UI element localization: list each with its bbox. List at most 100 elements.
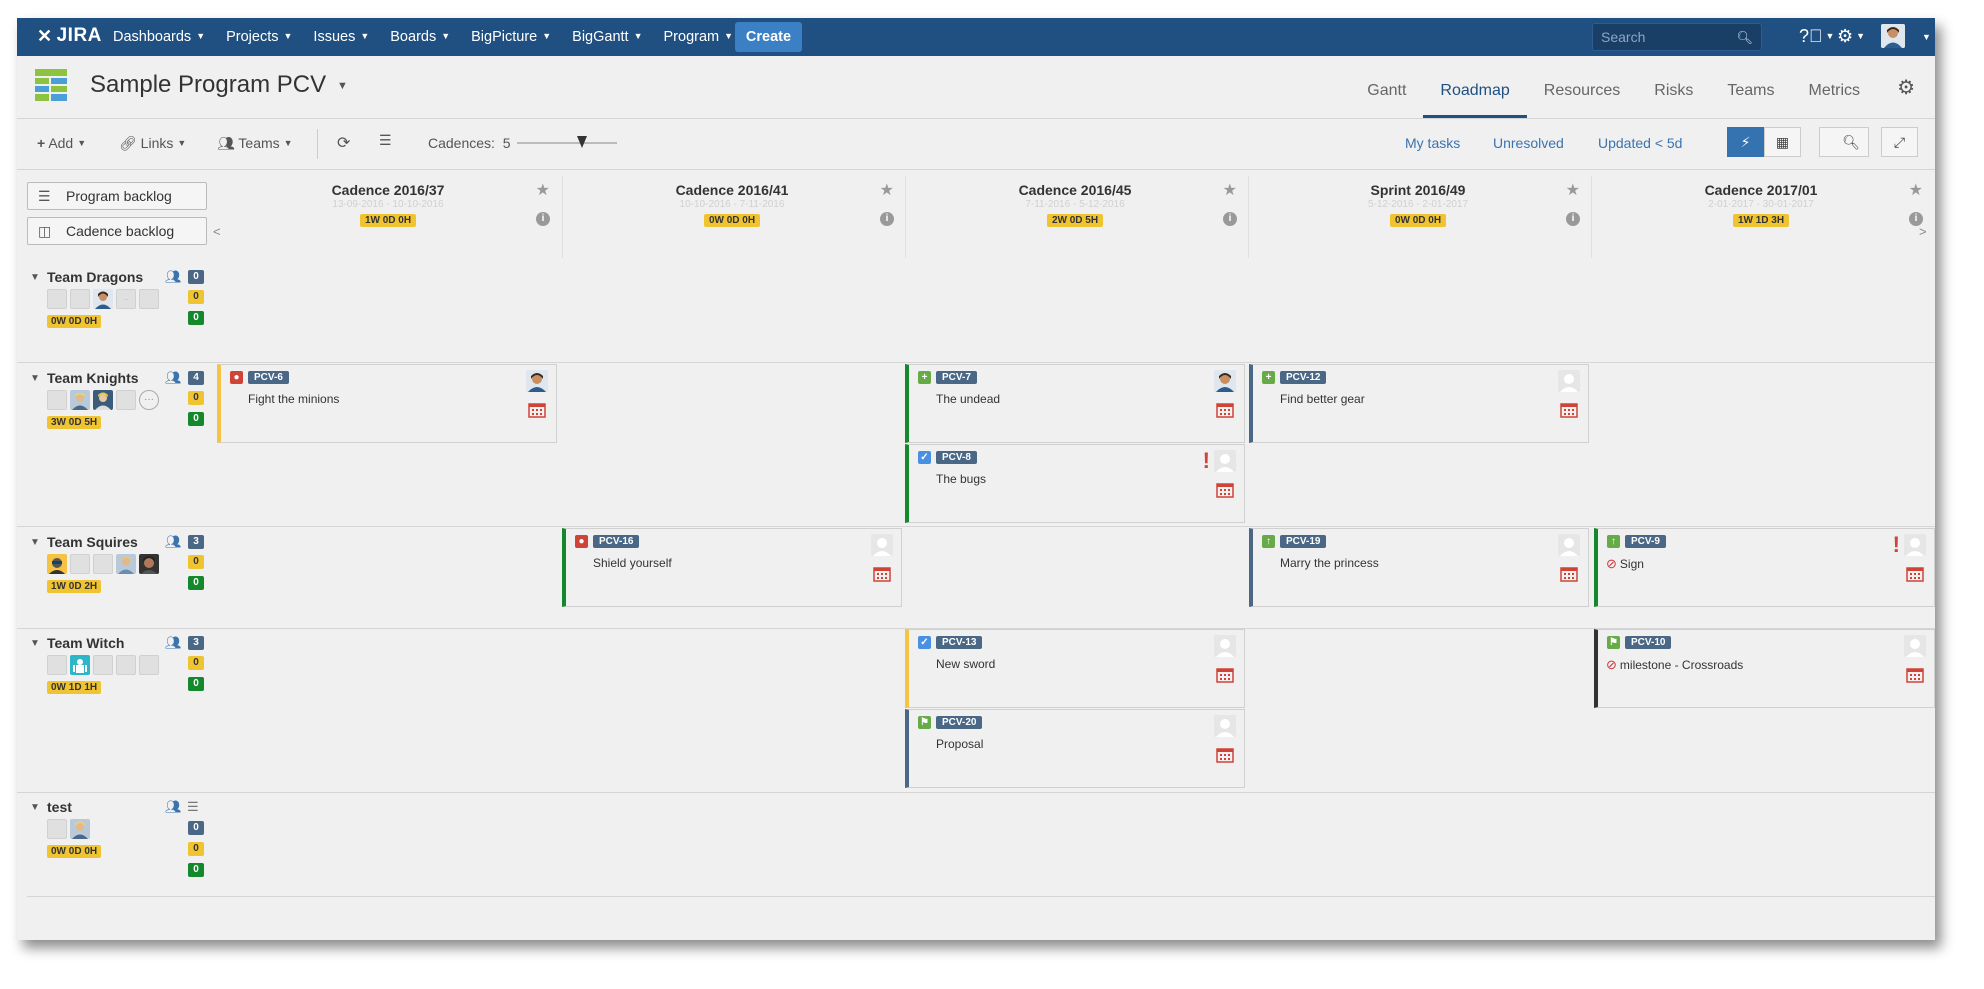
- menu-bigpicture[interactable]: BigPicture ▼: [471, 29, 551, 45]
- tab-teams[interactable]: Teams: [1727, 82, 1775, 99]
- issue-key[interactable]: PCV-10: [1625, 636, 1672, 649]
- star-icon[interactable]: ★: [879, 182, 894, 199]
- team-name[interactable]: Team Squires: [47, 534, 138, 550]
- star-icon[interactable]: ★: [535, 182, 550, 199]
- slider-handle[interactable]: [577, 136, 587, 148]
- assignee-avatar[interactable]: [1214, 450, 1236, 472]
- avatar[interactable]: [116, 554, 136, 574]
- team-members-icon[interactable]: 👥︎: [165, 269, 182, 284]
- issue-key[interactable]: PCV-8: [936, 451, 977, 464]
- tab-roadmap[interactable]: Roadmap: [1423, 82, 1527, 118]
- assignee-avatar[interactable]: [1214, 635, 1236, 657]
- star-icon[interactable]: ★: [1908, 182, 1923, 199]
- calendar-icon[interactable]: [1560, 402, 1578, 418]
- issue-key[interactable]: PCV-9: [1625, 535, 1666, 548]
- refresh-icon[interactable]: ⟳: [337, 135, 351, 152]
- filter-my-tasks[interactable]: My tasks: [1405, 135, 1461, 151]
- avatar[interactable]: [93, 554, 113, 574]
- assignee-avatar[interactable]: [526, 370, 548, 392]
- avatar[interactable]: [116, 655, 136, 675]
- avatar[interactable]: [47, 819, 67, 839]
- backlog-structure-icon[interactable]: ☰: [187, 799, 199, 814]
- collapse-icon[interactable]: ▼: [30, 537, 40, 548]
- team-name[interactable]: Team Witch: [47, 635, 125, 651]
- avatar[interactable]: [139, 554, 159, 574]
- avatar[interactable]: [70, 819, 90, 839]
- filter-updated[interactable]: Updated < 5d: [1598, 135, 1683, 151]
- star-icon[interactable]: ★: [1222, 182, 1237, 199]
- scroll-left-arrow[interactable]: <: [213, 224, 221, 239]
- info-icon[interactable]: i: [1909, 212, 1923, 226]
- assignee-avatar[interactable]: [1558, 534, 1580, 556]
- calendar-icon[interactable]: [873, 566, 891, 582]
- user-avatar[interactable]: [1881, 24, 1905, 48]
- team-members-icon[interactable]: 👥︎: [165, 370, 182, 385]
- scroll-right-arrow[interactable]: >: [1919, 224, 1927, 239]
- team-name[interactable]: test: [47, 799, 72, 815]
- menu-boards[interactable]: Boards ▼: [390, 29, 450, 45]
- team-members-icon[interactable]: 👥︎: [165, 635, 182, 650]
- avatar[interactable]: [70, 554, 90, 574]
- assignee-avatar[interactable]: [871, 534, 893, 556]
- assignee-avatar[interactable]: [1904, 534, 1926, 556]
- filter-unresolved[interactable]: Unresolved: [1493, 135, 1564, 151]
- info-icon[interactable]: i: [536, 212, 550, 226]
- cadences-slider[interactable]: [517, 136, 617, 148]
- collapse-icon[interactable]: ▼: [30, 638, 40, 649]
- star-icon[interactable]: ★: [1565, 182, 1580, 199]
- help-menu[interactable]: ?⃝ ▼: [1799, 26, 1834, 47]
- user-menu-caret[interactable]: ▼: [1919, 27, 1931, 48]
- collapse-icon[interactable]: ▼: [30, 272, 40, 283]
- avatar[interactable]: [70, 655, 90, 675]
- avatar[interactable]: [116, 390, 136, 410]
- calendar-icon[interactable]: [1216, 482, 1234, 498]
- team-members-icon[interactable]: 👥︎: [165, 799, 182, 814]
- avatar[interactable]: [47, 390, 67, 410]
- avatar[interactable]: [139, 289, 159, 309]
- menu-program[interactable]: Program ▼: [664, 29, 734, 45]
- assignee-avatar[interactable]: [1904, 635, 1926, 657]
- tab-gantt[interactable]: Gantt: [1367, 82, 1407, 99]
- issue-card[interactable]: ● PCV-6 Fight the minions: [217, 364, 557, 443]
- issue-key[interactable]: PCV-7: [936, 371, 977, 384]
- info-icon[interactable]: i: [1566, 212, 1580, 226]
- admin-menu[interactable]: ⚙ ▼: [1837, 26, 1865, 47]
- issue-card[interactable]: ↑ PCV-9 ⊘ Sign !: [1594, 528, 1935, 607]
- calendar-icon[interactable]: [1216, 747, 1234, 763]
- links-button[interactable]: 🔗︎ Links ▼: [119, 135, 186, 152]
- cadence-backlog-button[interactable]: ◫ Cadence backlog: [27, 217, 207, 245]
- fullscreen-button[interactable]: ⤢: [1881, 127, 1918, 157]
- menu-biggantt[interactable]: BigGantt ▼: [572, 29, 642, 45]
- issue-key[interactable]: PCV-6: [248, 371, 289, 384]
- calendar-icon[interactable]: [1560, 566, 1578, 582]
- calendar-icon[interactable]: [1216, 402, 1234, 418]
- menu-projects[interactable]: Projects ▼: [226, 29, 292, 45]
- issue-key[interactable]: PCV-13: [936, 636, 983, 649]
- avatar[interactable]: [93, 289, 113, 309]
- teams-button[interactable]: 👥︎ Teams ▼: [217, 135, 293, 152]
- compact-view-button[interactable]: ⚡︎: [1727, 127, 1764, 157]
- issue-key[interactable]: PCV-20: [936, 716, 983, 729]
- avatar[interactable]: [139, 655, 159, 675]
- tab-metrics[interactable]: Metrics: [1808, 82, 1861, 99]
- avatar[interactable]: ···: [116, 289, 136, 309]
- avatar[interactable]: [47, 289, 67, 309]
- calendar-icon[interactable]: [528, 402, 546, 418]
- avatar[interactable]: [47, 554, 67, 574]
- issue-card[interactable]: ✓ PCV-8 The bugs !: [905, 444, 1245, 523]
- issue-card[interactable]: + PCV-7 The undead: [905, 364, 1245, 443]
- issue-card[interactable]: ⚑ PCV-20 Proposal: [905, 709, 1245, 788]
- issue-card[interactable]: + PCV-12 Find better gear: [1249, 364, 1589, 443]
- create-button[interactable]: Create: [735, 22, 802, 52]
- issue-card[interactable]: ↑ PCV-19 Marry the princess: [1249, 528, 1589, 607]
- info-icon[interactable]: i: [880, 212, 894, 226]
- issue-card[interactable]: ⚑ PCV-10 ⊘ milestone - Crossroads: [1594, 629, 1935, 708]
- team-name[interactable]: Team Dragons: [47, 269, 144, 285]
- issue-card[interactable]: ✓ PCV-13 New sword: [905, 629, 1245, 708]
- team-members-icon[interactable]: 👥︎: [165, 534, 182, 549]
- more-members-icon[interactable]: ···: [139, 390, 159, 410]
- jira-logo[interactable]: ✕ JIRA: [37, 25, 102, 47]
- assignee-avatar[interactable]: [1558, 370, 1580, 392]
- team-name[interactable]: Team Knights: [47, 370, 139, 386]
- menu-issues[interactable]: Issues ▼: [313, 29, 369, 45]
